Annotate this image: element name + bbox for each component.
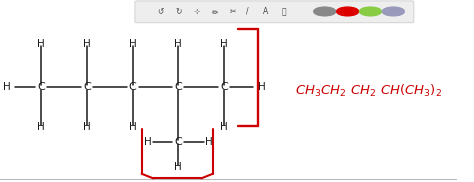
Text: H: H xyxy=(37,39,45,49)
Text: H: H xyxy=(220,122,228,132)
Text: ↻: ↻ xyxy=(175,7,182,16)
Text: H: H xyxy=(3,82,11,92)
Text: C: C xyxy=(37,82,45,92)
Text: C: C xyxy=(83,82,91,92)
Circle shape xyxy=(314,7,336,16)
Text: /: / xyxy=(246,7,248,16)
Text: H: H xyxy=(220,39,228,49)
Circle shape xyxy=(359,7,382,16)
Text: C: C xyxy=(174,137,182,147)
Text: C: C xyxy=(220,82,228,92)
Circle shape xyxy=(383,7,404,16)
Circle shape xyxy=(337,7,358,16)
Text: H: H xyxy=(144,137,152,147)
Text: A: A xyxy=(263,7,268,16)
Text: ✂: ✂ xyxy=(230,7,237,16)
Text: ⊹: ⊹ xyxy=(193,7,200,16)
Text: H: H xyxy=(205,137,213,147)
Text: C: C xyxy=(174,82,182,92)
Text: H: H xyxy=(83,39,91,49)
Text: H: H xyxy=(258,82,265,92)
Text: H: H xyxy=(37,122,45,132)
Text: ✏: ✏ xyxy=(212,7,218,16)
Text: H: H xyxy=(174,163,182,172)
FancyBboxPatch shape xyxy=(135,1,414,23)
Text: ↺: ↺ xyxy=(157,7,163,16)
Text: $\mathit{CH_3CH_2\ CH_2\ CH(CH_3)_2}$: $\mathit{CH_3CH_2\ CH_2\ CH(CH_3)_2}$ xyxy=(295,83,442,99)
Text: ⬛: ⬛ xyxy=(281,7,286,16)
Text: H: H xyxy=(174,39,182,49)
Text: H: H xyxy=(83,122,91,132)
Text: C: C xyxy=(129,82,137,92)
Text: H: H xyxy=(129,122,137,132)
Text: H: H xyxy=(129,39,137,49)
